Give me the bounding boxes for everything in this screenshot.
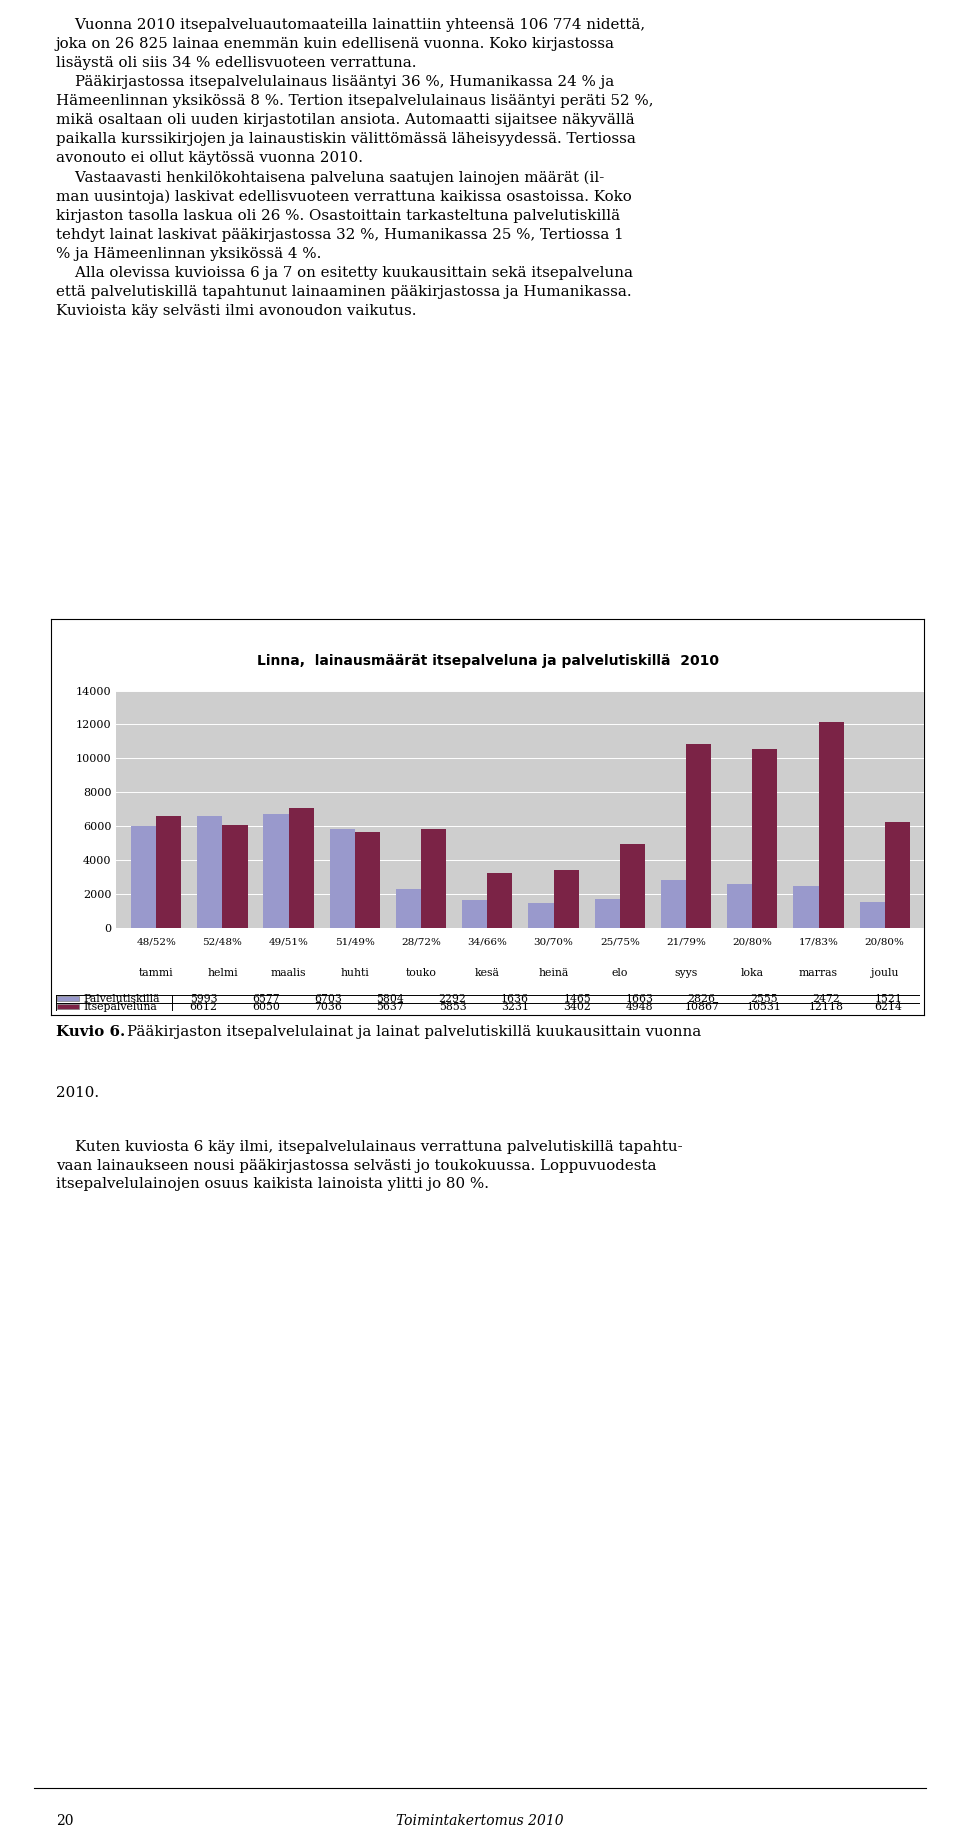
Text: 4948: 4948 [626,1002,653,1011]
Text: elo: elo [612,969,628,978]
Text: loka: loka [741,969,764,978]
Text: joulu: joulu [871,969,899,978]
Text: 20/80%: 20/80% [865,937,904,947]
Bar [462,901,488,928]
Text: huhti: huhti [341,969,370,978]
Bar [793,886,819,928]
Text: 10867: 10867 [684,1002,719,1011]
Bar [528,902,554,928]
Text: 10531: 10531 [747,1002,781,1011]
Text: touko: touko [406,969,437,978]
Bar [753,750,778,928]
Text: maalis: maalis [271,969,306,978]
Text: 6050: 6050 [252,1002,279,1011]
Text: 28/72%: 28/72% [401,937,441,947]
Text: 2472: 2472 [812,994,840,1004]
Text: 20: 20 [56,1814,73,1827]
Text: 7036: 7036 [314,1002,342,1011]
Bar [660,880,686,928]
Text: 12118: 12118 [808,1002,844,1011]
Text: Toimintakertomus 2010: Toimintakertomus 2010 [396,1814,564,1827]
Text: 6703: 6703 [314,994,342,1004]
Text: 2292: 2292 [439,994,467,1004]
Text: 48/52%: 48/52% [136,937,176,947]
Text: 21/79%: 21/79% [666,937,706,947]
Text: 52/48%: 52/48% [203,937,242,947]
Bar [197,816,223,928]
Text: 5637: 5637 [376,1002,404,1011]
Text: Palvelutiskillä: Palvelutiskillä [84,994,159,1004]
Text: 1521: 1521 [875,994,902,1004]
Text: 25/75%: 25/75% [600,937,639,947]
Text: 5853: 5853 [439,1002,467,1011]
Text: 3231: 3231 [501,1002,529,1011]
Bar [594,899,620,928]
Bar [156,816,181,928]
Text: syys: syys [675,969,698,978]
Text: 49/51%: 49/51% [269,937,308,947]
Text: kesä: kesä [475,969,500,978]
Bar [223,825,248,928]
Bar [885,822,910,928]
Text: 2010.: 2010. [56,1086,99,1099]
Bar [727,884,753,928]
Text: 3402: 3402 [564,1002,591,1011]
Text: Linna,  lainausmäärät itsepalveluna ja palvelutiskillä  2010: Linna, lainausmäärät itsepalveluna ja pa… [256,654,719,667]
Text: Vuonna 2010 itsepalveluautomaateilla lainattiin yhteensä 106 774 nidettä,
joka o: Vuonna 2010 itsepalveluautomaateilla lai… [56,18,653,318]
Text: 2826: 2826 [687,994,716,1004]
Bar [355,833,380,928]
Text: tammi: tammi [139,969,174,978]
Text: helmi: helmi [207,969,238,978]
Text: Pääkirjaston itsepalvelulainat ja lainat palvelutiskillä kuukausittain vuonna: Pääkirjaston itsepalvelulainat ja lainat… [127,1026,701,1038]
Text: 6214: 6214 [875,1002,902,1011]
Text: 20/80%: 20/80% [732,937,772,947]
Text: 51/49%: 51/49% [335,937,374,947]
Bar [329,829,355,928]
Bar [421,829,446,928]
Text: 17/83%: 17/83% [799,937,838,947]
Text: 1465: 1465 [564,994,591,1004]
Text: Itsepalveluna: Itsepalveluna [84,1002,157,1011]
Text: 1663: 1663 [625,994,654,1004]
Text: 5993: 5993 [190,994,217,1004]
Bar [620,844,645,928]
Bar [554,869,579,928]
Text: 5804: 5804 [376,994,404,1004]
Bar [263,814,289,928]
Bar [58,996,79,1002]
Text: heinä: heinä [539,969,568,978]
Bar [859,902,885,928]
Bar [686,744,711,928]
Bar [131,825,156,928]
Text: 2555: 2555 [750,994,778,1004]
Text: 1636: 1636 [501,994,529,1004]
Text: marras: marras [799,969,838,978]
Bar [58,1004,79,1009]
Bar [289,809,314,928]
Text: 6612: 6612 [189,1002,218,1011]
Bar [488,873,513,928]
Text: 30/70%: 30/70% [534,937,573,947]
Text: 34/66%: 34/66% [468,937,507,947]
Text: Kuten kuviosta 6 käy ilmi, itsepalvelulainaus verrattuna palvelutiskillä tapahtu: Kuten kuviosta 6 käy ilmi, itsepalvelula… [56,1140,683,1191]
Bar [396,890,421,928]
Text: Kuvio 6.: Kuvio 6. [56,1026,125,1038]
Bar [819,722,844,928]
Text: 6577: 6577 [252,994,279,1004]
